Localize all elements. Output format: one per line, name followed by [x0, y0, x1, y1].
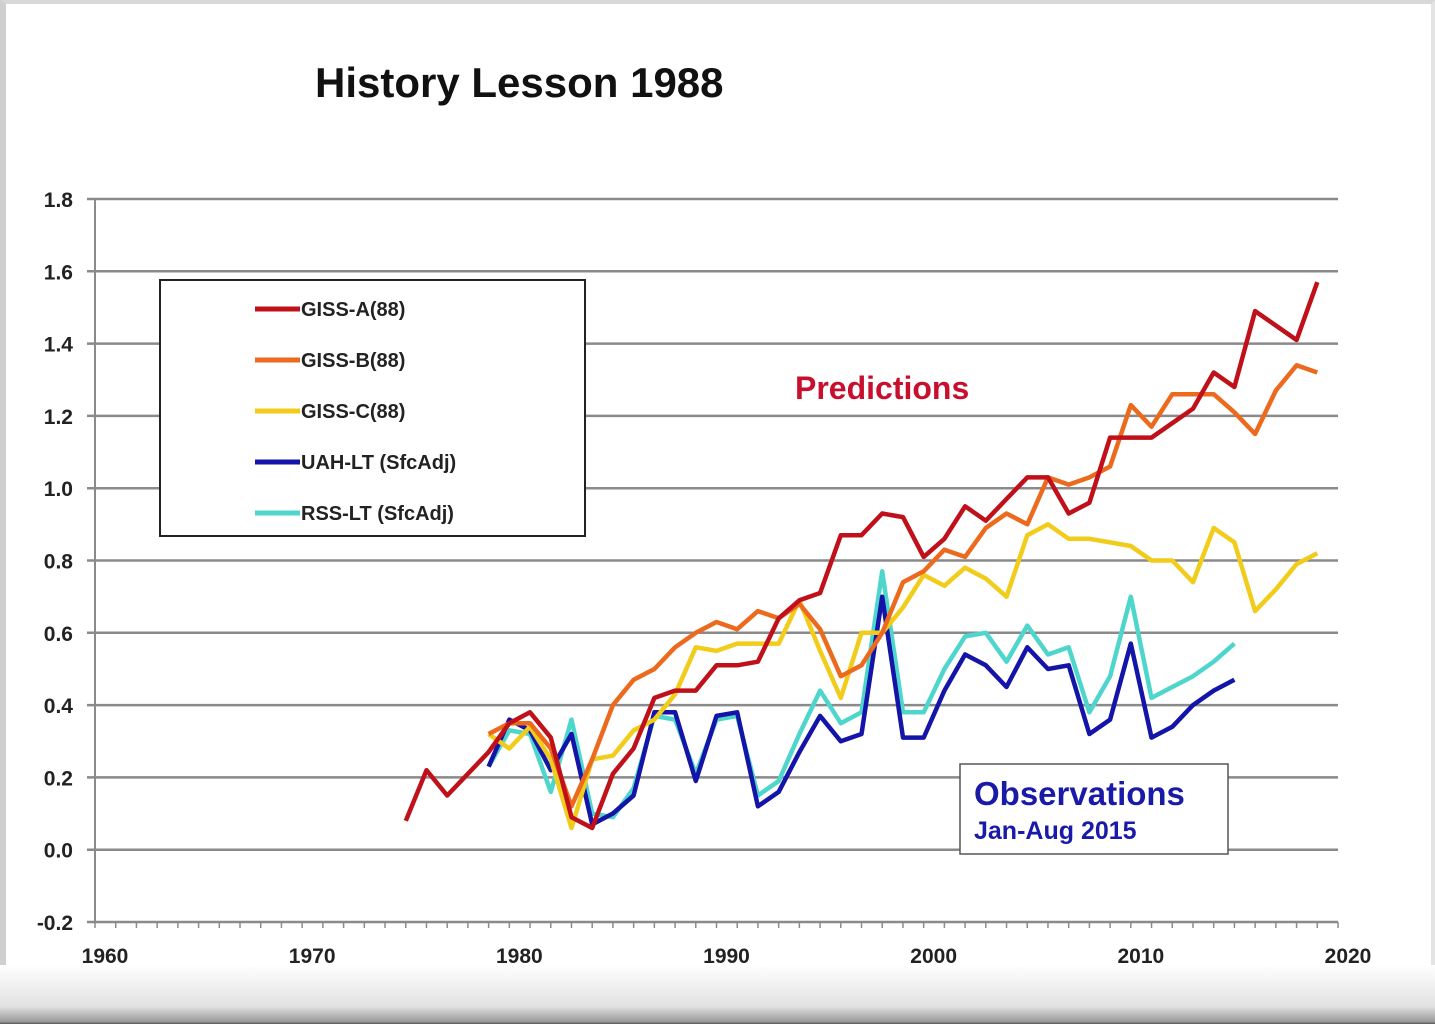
series-line-rss-lt-sfcadj — [486, 569, 1236, 820]
y-tick-label: 1.4 — [44, 334, 74, 357]
series-line-giss-c-88 — [487, 522, 1319, 831]
x-tick-label: 2000 — [910, 945, 957, 968]
y-tick-labels: 1.8 1.6 1.4 1.2 1.0 0.8 0.6 0.4 0.2 0.0 -0.2 — [37, 189, 73, 935]
series-line-giss-b-88 — [487, 363, 1319, 809]
observations-frame — [959, 763, 1229, 855]
x-tick-label: 1960 — [82, 945, 129, 968]
series-line-uah-lt-sfcadj — [486, 594, 1236, 827]
x-tick-label: 1980 — [496, 945, 543, 968]
legend-label: GISS-B(88) — [301, 350, 405, 372]
bottom-band — [0, 965, 1435, 1024]
y-tick-label: 1.2 — [44, 406, 73, 429]
y-tick-label: 1.6 — [44, 261, 73, 284]
predictions-annotation: Predictions — [795, 370, 969, 406]
y-tick-label: -0.2 — [37, 912, 73, 935]
legend-label: GISS-C(88) — [301, 401, 405, 423]
observations-box: Observations Jan-Aug 2015 — [959, 763, 1229, 855]
series-lines — [403, 281, 1320, 831]
y-tick-label: 0.6 — [44, 623, 73, 646]
chart-title: History Lesson 1988 — [315, 59, 724, 106]
legend-label: RSS-LT (SfcAdj) — [301, 503, 454, 525]
x-tick-label: 1990 — [703, 945, 750, 968]
y-tick-label: 0.2 — [44, 767, 73, 790]
x-tick-label: 1970 — [289, 945, 336, 968]
legend-label: UAH-LT (SfcAdj) — [301, 452, 456, 474]
observations-subtitle: Jan-Aug 2015 — [974, 817, 1137, 845]
legend-box — [159, 279, 586, 537]
y-tick-label: 0.4 — [44, 695, 74, 718]
legend: GISS-A(88) GISS-B(88) GISS-C(88) UAH-LT (Sf… — [159, 279, 586, 537]
x-tick-labels: 1960 1970 1980 1990 2000 2010 2020 — [82, 945, 1372, 968]
observations-annotation: Observations — [974, 775, 1185, 812]
y-tick-label: 1.8 — [44, 189, 74, 212]
y-tick-label: 0.8 — [44, 551, 74, 574]
x-tick-label: 2020 — [1325, 945, 1372, 968]
x-tick-label: 2010 — [1117, 945, 1164, 968]
y-tick-label: 1.0 — [44, 478, 73, 501]
legend-label: GISS-A(88) — [301, 299, 405, 321]
y-tick-label: 0.0 — [44, 840, 73, 863]
series-line-giss-a-88 — [403, 281, 1320, 831]
